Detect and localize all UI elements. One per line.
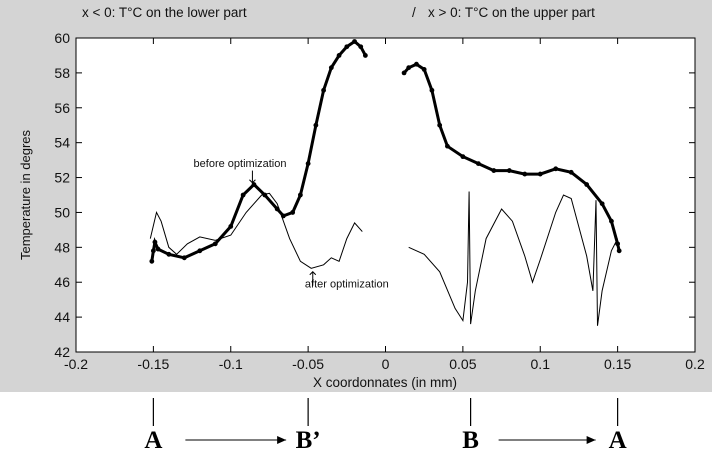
y-tick-label: 48: [54, 239, 70, 255]
annotation-arrowhead-up: [309, 271, 317, 276]
annotation-arrowhead-down: [249, 179, 256, 184]
data-point-before: [599, 201, 605, 207]
data-point-before: [437, 122, 443, 128]
data-point-before: [155, 246, 161, 252]
data-point-before: [616, 248, 622, 254]
bottom-markers: A B’ B A: [144, 398, 627, 452]
data-point-before: [149, 258, 155, 264]
data-point-before: [421, 67, 427, 72]
data-point-before: [152, 239, 158, 245]
data-point-before: [352, 39, 357, 44]
data-point-before: [197, 248, 203, 254]
annotations: before optimization after optimization: [194, 158, 389, 290]
data-point-before: [491, 168, 497, 173]
data-point-before: [445, 143, 450, 149]
data-point-before: [615, 241, 621, 247]
data-point-before: [537, 171, 543, 177]
y-tick-label: 44: [54, 309, 70, 325]
y-tick-label: 46: [54, 274, 70, 290]
chart-title-left: x < 0: T°C on the lower part: [82, 5, 247, 20]
data-point-before: [414, 61, 419, 67]
y-tick-label: 52: [54, 170, 70, 186]
y-axis: 42 44 46 48 50 52 54 56 58 60: [54, 30, 695, 360]
series-line-after-segment-1: [408, 191, 619, 326]
data-point-before: [568, 169, 574, 175]
x-tick-label: -0.05: [292, 356, 324, 372]
data-point-before: [609, 218, 614, 224]
marker-label: B’: [296, 427, 321, 452]
series-line-after-segment-0: [149, 192, 363, 269]
data-point-before: [362, 53, 368, 58]
data-point-before: [506, 168, 512, 173]
x-tick-label: 0.1: [531, 356, 551, 372]
data-point-before: [336, 53, 342, 58]
data-point-before: [321, 87, 326, 93]
x-tick-label: 0.15: [604, 356, 631, 372]
marker-label: A: [144, 427, 162, 452]
data-point-before: [290, 210, 296, 215]
annotation-label: after optimization: [305, 278, 389, 290]
y-tick-label: 42: [54, 344, 70, 360]
y-tick-label: 50: [54, 204, 70, 220]
x-axis-label: X coordonnates (in mm): [313, 375, 457, 390]
x-tick-label: 0.05: [449, 356, 476, 372]
arrow-a-to-b-prime-head: [277, 436, 287, 444]
x-axis: -0.2 -0.15 -0.1 -0.05 0 0.05 0.1 0.15 0.2: [64, 38, 705, 372]
data-point-before: [358, 44, 364, 50]
x-tick-label: 0: [382, 356, 390, 372]
y-tick-label: 54: [54, 135, 70, 151]
data-point-before: [181, 255, 187, 261]
data-point-before: [584, 182, 590, 187]
y-tick-label: 58: [54, 65, 70, 81]
data-point-before: [313, 122, 319, 128]
chart-title-right: x > 0: T°C on the upper part: [428, 5, 595, 20]
data-point-before: [406, 65, 412, 71]
data-point-before: [344, 44, 350, 50]
data-point-before: [401, 70, 407, 76]
annotation-label: before optimization: [194, 158, 287, 170]
y-tick-label: 60: [54, 30, 70, 46]
data-point-before: [460, 154, 466, 160]
x-tick-label: 0.2: [685, 356, 705, 372]
data-point-before: [297, 192, 303, 198]
data-point-before: [228, 224, 234, 229]
data-point-before: [553, 166, 559, 172]
data-point-before: [305, 161, 311, 167]
chart-title-separator: /: [412, 5, 416, 20]
data-point-before: [522, 171, 528, 177]
x-tick-label: -0.15: [137, 356, 169, 372]
data-point-before: [251, 182, 257, 187]
series-line-before-segment-1: [402, 62, 621, 252]
x-tick-label: -0.1: [219, 356, 243, 372]
data-point-before: [166, 251, 172, 257]
data-point-before: [240, 192, 246, 198]
data-point-before: [475, 161, 481, 167]
y-tick-label: 56: [54, 100, 70, 116]
arrow-b-to-a-head: [586, 436, 596, 444]
marker-label: B: [462, 427, 479, 452]
plot-area: [75, 37, 696, 353]
data-point-before: [328, 65, 334, 71]
series-layer: [149, 39, 622, 326]
x-tick-label: -0.2: [64, 356, 88, 372]
marker-label: A: [609, 427, 627, 452]
data-point-before: [429, 87, 435, 93]
y-axis-label: Temperature in degres: [18, 129, 33, 260]
data-point-before: [150, 248, 156, 254]
data-point-before: [212, 241, 218, 247]
